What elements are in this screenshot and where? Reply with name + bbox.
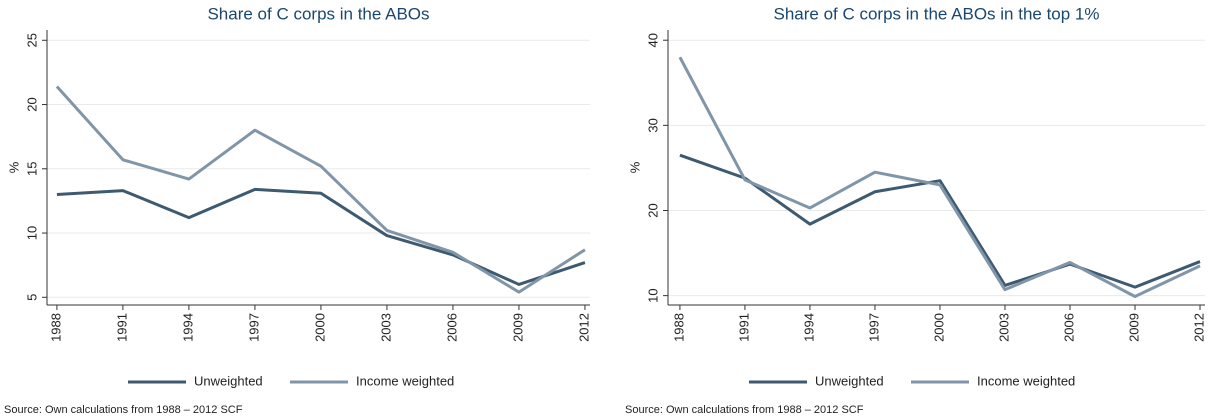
x-tick-label: 1991 xyxy=(114,313,129,342)
series-line xyxy=(679,153,1201,289)
x-tick-label: 1988 xyxy=(48,313,63,342)
y-tick-label: 20 xyxy=(24,97,39,111)
x-tick-label: 1994 xyxy=(180,313,195,342)
x-tick-label: 2003 xyxy=(996,313,1011,342)
y-axis-label: % xyxy=(6,161,21,173)
x-tick-label: 2003 xyxy=(378,313,393,342)
y-tick-label: 20 xyxy=(645,203,660,217)
x-tick-label: 1994 xyxy=(801,313,816,342)
x-tick-label: 1991 xyxy=(736,313,751,342)
x-tick-label: 2006 xyxy=(1061,313,1076,342)
x-tick-label: 1997 xyxy=(866,313,881,342)
x-tick-label: 2006 xyxy=(444,313,459,342)
x-tick-label: 2012 xyxy=(576,313,591,342)
y-tick-label: 5 xyxy=(24,294,39,301)
y-tick-label: 15 xyxy=(24,162,39,176)
y-tick-label: 30 xyxy=(645,118,660,132)
chart-title: Share of C corps in the ABOs in the top … xyxy=(773,4,1099,23)
legend-label: Income weighted xyxy=(977,373,1075,388)
legend-label: Income weighted xyxy=(356,373,454,388)
source-note: Source: Own calculations from 1988 – 201… xyxy=(625,404,864,416)
legend-label: Unweighted xyxy=(815,373,884,388)
x-tick-label: 2000 xyxy=(312,313,327,342)
x-tick-label: 2012 xyxy=(1191,313,1206,342)
chart-title: Share of C corps in the ABOs xyxy=(207,4,429,23)
y-axis-label: % xyxy=(627,161,642,173)
series-line xyxy=(55,85,586,294)
legend-label: Unweighted xyxy=(194,373,263,388)
series-line xyxy=(678,56,1201,298)
y-tick-label: 40 xyxy=(645,33,660,47)
y-tick-label: 25 xyxy=(24,33,39,47)
y-tick-label: 10 xyxy=(24,226,39,240)
series-line xyxy=(56,187,586,286)
y-tick-label: 10 xyxy=(645,288,660,302)
x-tick-label: 2009 xyxy=(1126,313,1141,342)
x-tick-label: 1988 xyxy=(671,313,686,342)
x-tick-label: 1997 xyxy=(246,313,261,342)
x-tick-label: 2009 xyxy=(510,313,525,342)
x-tick-label: 2000 xyxy=(931,313,946,342)
source-note: Source: Own calculations from 1988 – 201… xyxy=(4,404,243,416)
